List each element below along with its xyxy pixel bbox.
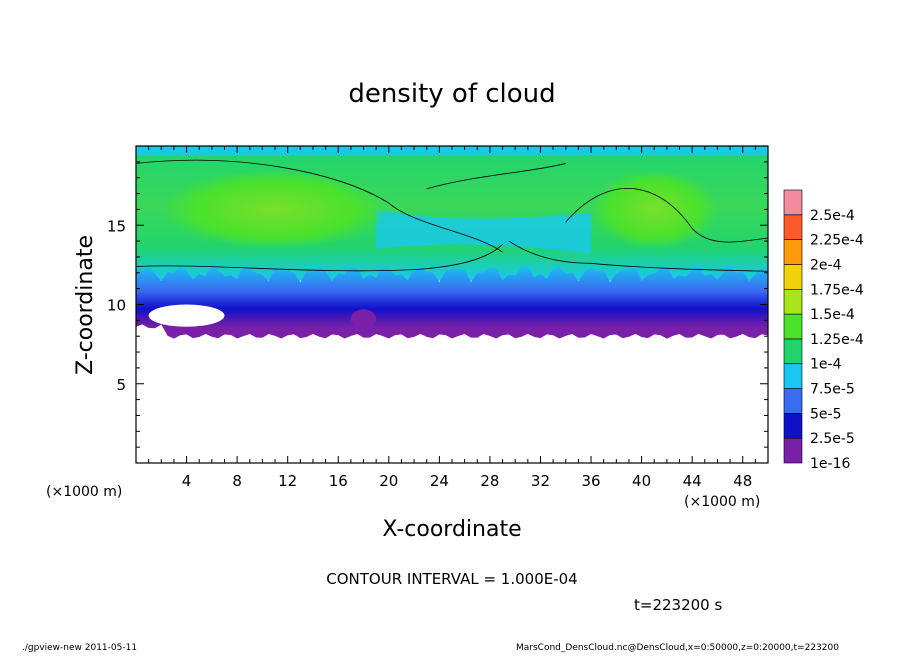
- contour-line: [508, 240, 768, 272]
- x-tick-label: 8: [232, 472, 242, 490]
- x-tick-label: 12: [278, 472, 297, 490]
- x-tick-label: 28: [480, 472, 499, 490]
- colorbar-label: 2.25e-4: [810, 233, 864, 249]
- purple-fill: [350, 309, 377, 329]
- z-axis-label: Z-coordinate: [73, 235, 98, 375]
- colorbar-label: 1.75e-4: [810, 282, 864, 298]
- x-tick-label: 32: [531, 472, 550, 490]
- lower-cloud-band: [136, 264, 768, 339]
- colorbar-swatch: [783, 388, 803, 414]
- z-tick-label: 5: [116, 376, 126, 394]
- colorbar-label: 1.25e-4: [810, 332, 864, 348]
- z-ticks: 5 10 15: [107, 161, 768, 448]
- colorbar-swatch: [783, 338, 803, 365]
- colorbar-label: 2e-4: [810, 257, 842, 273]
- density-maximum: [591, 169, 718, 250]
- colorbar-swatch: [783, 189, 803, 216]
- colorbar-swatch: [783, 288, 803, 315]
- x-tick-label: 24: [430, 472, 449, 490]
- colorbar-label: 1e-16: [810, 456, 850, 472]
- colorbar-label: 2.5e-4: [810, 208, 855, 224]
- x-tick-label: 20: [379, 472, 398, 490]
- colorbar-swatch: [783, 239, 803, 265]
- contour-line: [565, 187, 768, 243]
- colorbar-label: 2.5e-5: [810, 431, 855, 447]
- x-tick-label: 40: [632, 472, 651, 490]
- z-tick-label: 15: [107, 217, 126, 235]
- x-tick-label: 16: [329, 472, 348, 490]
- colorbar-label: 1e-4: [810, 357, 842, 373]
- contour-interval: CONTOUR INTERVAL = 1.000E-04: [326, 570, 577, 588]
- colorbar-swatch: [783, 214, 803, 240]
- colorbar-swatch: [783, 313, 803, 340]
- contour-line: [136, 159, 503, 253]
- x-tick-label: 36: [581, 472, 600, 490]
- density-maximum: [161, 169, 389, 250]
- top-edge: [136, 146, 768, 156]
- density-field: [136, 146, 768, 339]
- colorbar-swatch: [783, 363, 803, 389]
- x-tick-label: 44: [683, 472, 702, 490]
- x-ticks: 4 8 12 16 20 24 28 32 36 40 44 48: [148, 146, 756, 490]
- x-unit-label: (×1000 m): [684, 494, 760, 510]
- colorbar-swatch: [783, 437, 803, 464]
- z-tick-label: 10: [107, 297, 126, 315]
- x-axis-label: X-coordinate: [382, 517, 521, 542]
- time-label: t=223200 s: [634, 596, 722, 614]
- cyan-gap: [376, 209, 592, 254]
- contour-line: [426, 163, 566, 190]
- contour-line: [136, 243, 503, 272]
- chart-title: density of cloud: [348, 79, 555, 109]
- colorbar-label: 1.5e-4: [810, 307, 855, 323]
- colorbar-label: 5e-5: [810, 406, 841, 422]
- z-unit-label: (×1000 m): [46, 484, 122, 500]
- colorbar-swatch: [783, 413, 803, 439]
- footer-left: ./gpview-new 2011-05-11: [22, 643, 137, 653]
- x-tick-label: 48: [733, 472, 752, 490]
- colorbar: 1e-16 2.5e-5 5e-5 7.5e-5 1e-4 1.25e-4 1.5e-4 1.…: [783, 189, 864, 472]
- clear-gap: [148, 304, 225, 327]
- footer-right: MarsCond_DensCloud.nc@DensCloud,x=0:5000…: [516, 643, 839, 653]
- x-tick-label: 4: [182, 472, 192, 490]
- colorbar-label: 7.5e-5: [810, 382, 855, 398]
- colorbar-swatch: [783, 264, 803, 290]
